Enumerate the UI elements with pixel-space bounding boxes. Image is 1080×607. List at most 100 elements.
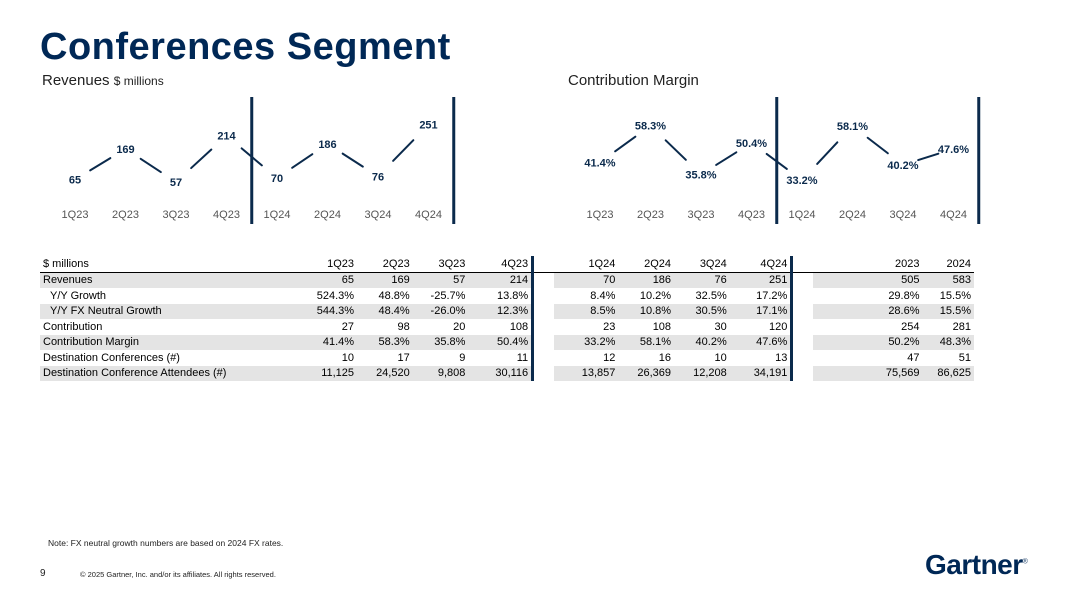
table-cell: 27 bbox=[341, 320, 355, 333]
table-cell: 41.4% bbox=[288, 334, 358, 350]
table-cell: 57 bbox=[412, 272, 469, 288]
rev-data-label: 251 bbox=[419, 120, 437, 132]
revenues-title-text: Revenues bbox=[42, 72, 110, 89]
table-cell: 47 bbox=[907, 351, 920, 364]
rev-data-label: 70 bbox=[271, 173, 283, 185]
table-cell: 58.1% bbox=[618, 334, 675, 350]
table-cell: 20 bbox=[453, 320, 466, 333]
rev-line-segment bbox=[291, 153, 314, 169]
cm-data-label: 58.1% bbox=[837, 121, 868, 133]
rev-tick-label: 3Q24 bbox=[365, 209, 392, 221]
table-cell: 544.3% bbox=[288, 303, 358, 319]
table-cell: 10 bbox=[341, 351, 355, 364]
header-cell: 3Q23 bbox=[412, 256, 469, 273]
cm-tick-label: 1Q23 bbox=[587, 209, 614, 221]
table-cell: 13 bbox=[729, 350, 794, 366]
table-cell: 65 bbox=[288, 272, 358, 288]
header-cell: 4Q24 bbox=[729, 256, 794, 273]
column-gap bbox=[532, 272, 555, 288]
rev-tick-label: 2Q23 bbox=[112, 209, 139, 221]
column-gap bbox=[791, 272, 814, 288]
table-cell: 8.4% bbox=[590, 289, 616, 302]
cm-tick-label: 4Q24 bbox=[940, 209, 967, 221]
row-label: Contribution bbox=[43, 320, 103, 333]
table-cell: 11 bbox=[468, 350, 535, 366]
rev-tick-label: 3Q23 bbox=[163, 209, 190, 221]
cm-data-label: 50.4% bbox=[736, 138, 767, 150]
table-cell: 13,857 bbox=[554, 365, 619, 381]
logo-registered-mark: ® bbox=[1022, 558, 1028, 566]
table-cell: 9,808 bbox=[412, 365, 469, 381]
header-cell: $ millions bbox=[40, 256, 289, 273]
table-cell: 58.3% bbox=[357, 334, 413, 350]
page-number: 9 bbox=[40, 568, 46, 579]
cm-data-label: 41.4% bbox=[584, 157, 615, 169]
copyright: © 2025 Gartner, Inc. and/or its affiliat… bbox=[80, 570, 276, 579]
row-label: Destination Conferences (#) bbox=[43, 351, 180, 364]
table-cell: 108 bbox=[652, 320, 672, 333]
header-cell: 3Q24 bbox=[674, 256, 730, 273]
table-cell: 51 bbox=[958, 351, 971, 364]
cm-data-label: 58.3% bbox=[635, 121, 666, 133]
column-gap bbox=[791, 350, 814, 366]
table-cell: 23 bbox=[603, 320, 616, 333]
header-cell: 4Q23 bbox=[468, 256, 535, 273]
table-cell: 32.5% bbox=[695, 289, 727, 302]
column-gap bbox=[791, 256, 814, 273]
header-cell: 1Q24 bbox=[554, 256, 619, 273]
table-cell: 10 bbox=[714, 351, 727, 364]
table-cell: 583 bbox=[922, 272, 974, 288]
column-gap bbox=[532, 303, 555, 319]
column-gap bbox=[791, 365, 814, 381]
table-cell: 34,191 bbox=[729, 365, 794, 381]
row-label: Revenues bbox=[40, 272, 289, 288]
cm-line-segment bbox=[816, 141, 839, 165]
cm-line-segment bbox=[917, 152, 940, 162]
table-cell: 47.6% bbox=[729, 334, 794, 350]
cm-line-segment bbox=[614, 135, 637, 153]
table-cell: 186 bbox=[618, 272, 675, 288]
table-row: Destination Conference Attendees (#) 11,1… bbox=[40, 365, 974, 381]
rev-line-segment bbox=[341, 152, 364, 168]
cm-data-label: 33.2% bbox=[786, 175, 817, 187]
table-cell: 30,116 bbox=[468, 365, 535, 381]
table-cell: 108 bbox=[468, 319, 535, 335]
table-cell: 120 bbox=[729, 319, 794, 335]
header-cell: 1Q23 bbox=[288, 256, 358, 273]
page-title: Conferences Segment bbox=[40, 26, 451, 68]
rev-tick-label: 1Q24 bbox=[264, 209, 291, 221]
table-cell: 214 bbox=[468, 272, 535, 288]
table-cell: 12.3% bbox=[468, 303, 535, 319]
table-row: Y/Y FX Neutral Growth 544.3% 48.4% -26.0% 12… bbox=[40, 303, 974, 319]
footnote: Note: FX neutral growth numbers are base… bbox=[48, 538, 284, 548]
cm-tick-label: 2Q24 bbox=[839, 209, 866, 221]
table-cell: 254 bbox=[901, 320, 920, 333]
table-cell: 35.8% bbox=[412, 334, 469, 350]
table-cell: 12,208 bbox=[674, 365, 730, 381]
header-cell: 2023 bbox=[813, 256, 923, 273]
table-cell: 17.1% bbox=[729, 303, 794, 319]
table-cell: 17 bbox=[397, 351, 410, 364]
column-gap bbox=[532, 256, 555, 273]
table-cell: 169 bbox=[357, 272, 413, 288]
table-cell: 281 bbox=[952, 320, 971, 333]
cm-data-label: 47.6% bbox=[938, 144, 969, 156]
table-row: Contribution Margin 41.4% 58.3% 35.8% 50.4% 3… bbox=[40, 334, 974, 350]
cm-line-segment bbox=[664, 139, 687, 161]
table-cell: 40.2% bbox=[674, 334, 730, 350]
table-cell: 11,125 bbox=[288, 365, 358, 381]
table-row: Contribution 27 98 20 108 23 108 30 120 254 281 bbox=[40, 319, 974, 335]
column-gap bbox=[791, 319, 814, 335]
table-cell: 12 bbox=[603, 351, 616, 364]
rev-line-segment bbox=[392, 139, 415, 162]
rev-data-label: 65 bbox=[69, 175, 81, 187]
cm-tick-label: 2Q23 bbox=[637, 209, 664, 221]
rev-tick-label: 4Q23 bbox=[213, 209, 240, 221]
table-cell: 48.3% bbox=[922, 334, 974, 350]
table-cell: 48.4% bbox=[357, 303, 413, 319]
table-cell: 50.4% bbox=[468, 334, 535, 350]
cm-tick-label: 1Q24 bbox=[789, 209, 816, 221]
column-gap bbox=[532, 319, 555, 335]
rev-data-label: 76 bbox=[372, 171, 384, 183]
header-cell: 2Q23 bbox=[357, 256, 413, 273]
